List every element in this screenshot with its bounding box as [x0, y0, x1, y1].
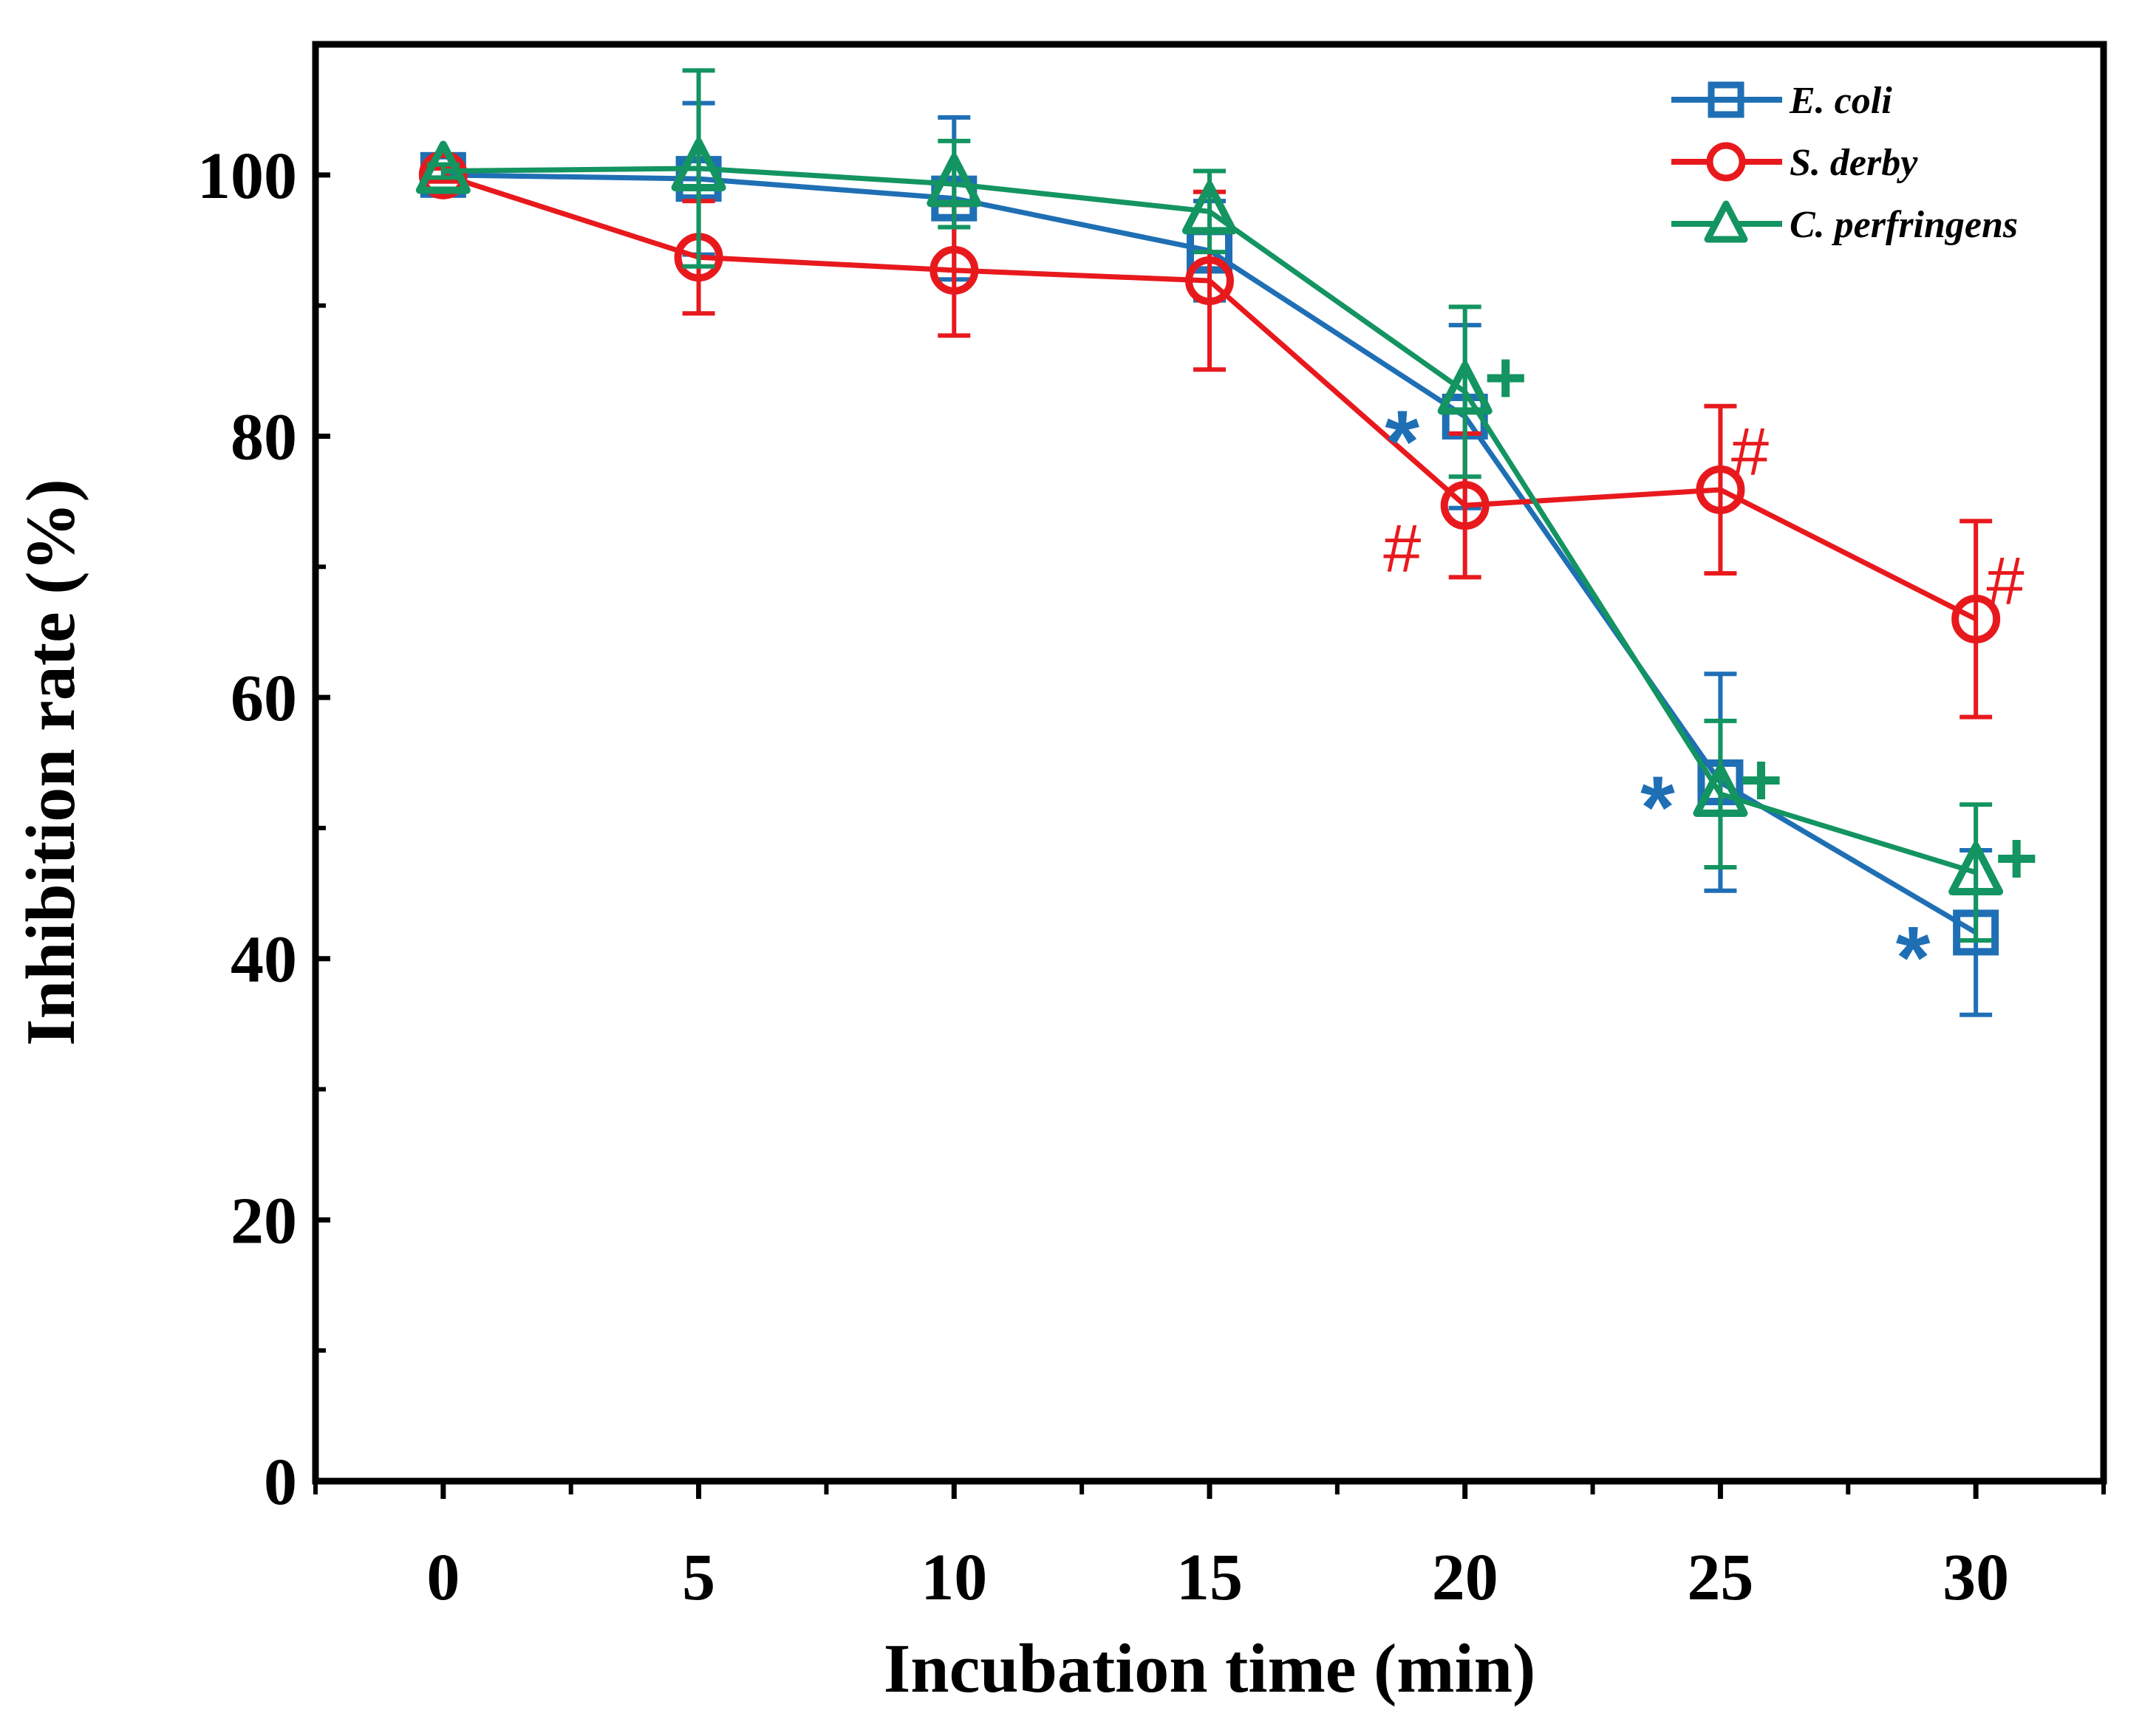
significance-plus: + — [1995, 817, 2038, 900]
data-point — [1693, 763, 1748, 817]
data-point — [671, 137, 726, 191]
x-axis-title: Incubation time (min) — [884, 1630, 1536, 1707]
data-point — [418, 150, 468, 199]
data-point — [1948, 842, 2004, 896]
y-tick-label: 60 — [231, 662, 297, 735]
significance-hash: # — [1383, 511, 1421, 587]
legend-label-e-coli: E. coli — [1789, 80, 1892, 122]
annotation-layer: * * * # # # + + + — [1383, 336, 2038, 1007]
y-tick-label: 40 — [231, 923, 297, 997]
legend-triangle-marker — [1704, 200, 1748, 243]
significance-plus: + — [1739, 739, 1782, 821]
x-tick-label: 10 — [921, 1541, 987, 1614]
series-line — [443, 165, 1977, 875]
data-point — [1437, 361, 1493, 415]
data-point — [1185, 256, 1234, 306]
significance-star: * — [1385, 392, 1419, 491]
y-tick-label: 20 — [231, 1184, 297, 1257]
series-layer — [415, 68, 2004, 1017]
y-tick-label: 100 — [197, 140, 297, 213]
legend-item-c-perfringens: C. perfringens — [1671, 200, 2018, 246]
legend-label-c-perfringens: C. perfringens — [1790, 204, 2018, 246]
x-axis: 0 5 10 15 20 25 30 — [313, 1484, 2106, 1614]
data-point — [1182, 181, 1237, 235]
y-tick-label: 0 — [264, 1446, 297, 1519]
series-c-perfringens — [415, 68, 2004, 943]
legend-label-s-derby: S. derby — [1790, 142, 1918, 184]
legend-square-marker — [1708, 81, 1744, 118]
data-point — [1951, 595, 2001, 643]
x-tick-label: 30 — [1943, 1541, 2009, 1614]
significance-hash: # — [1987, 544, 2025, 619]
y-tick-label: 80 — [231, 400, 297, 474]
y-axis-title: Inhibition rate (%) — [13, 479, 89, 1046]
plot-area — [312, 41, 2107, 1485]
x-tick-label: 25 — [1687, 1541, 1753, 1614]
x-tick-label: 0 — [426, 1541, 460, 1614]
significance-star: * — [1896, 908, 1931, 1007]
data-point — [1440, 481, 1490, 530]
data-point — [930, 245, 979, 295]
significance-hash: # — [1731, 414, 1769, 490]
y-axis: 0 20 40 60 80 100 — [197, 140, 330, 1519]
legend-item-s-derby: S. derby — [1671, 142, 1918, 184]
x-tick-label: 15 — [1176, 1541, 1243, 1614]
data-point — [1696, 465, 1745, 514]
significance-star: * — [1640, 758, 1675, 857]
legend-circle-marker — [1706, 142, 1746, 182]
x-tick-label: 5 — [682, 1541, 715, 1614]
x-tick-label: 20 — [1432, 1541, 1498, 1614]
data-point — [927, 154, 982, 208]
data-point — [415, 140, 471, 194]
legend: E. coli S. derby C. perfringens — [1671, 80, 2018, 246]
significance-plus: + — [1484, 336, 1527, 419]
plot-frame — [312, 41, 2107, 1485]
legend-item-e-coli: E. coli — [1671, 80, 1892, 122]
